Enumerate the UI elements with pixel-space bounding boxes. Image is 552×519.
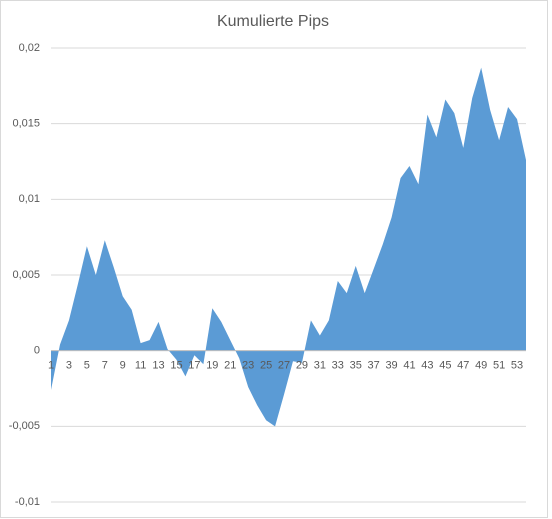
x-tick-label: 9 <box>120 360 126 372</box>
y-tick-label: -0,01 <box>15 496 40 508</box>
x-tick-label: 27 <box>278 360 290 372</box>
x-tick-label: 23 <box>242 360 254 372</box>
x-tick-label: 31 <box>314 360 326 372</box>
x-tick-label: 37 <box>368 360 380 372</box>
x-tick-label: 39 <box>385 360 397 372</box>
x-tick-label: 13 <box>152 360 164 372</box>
x-tick-label: 47 <box>457 360 469 372</box>
x-tick-label: 3 <box>66 360 72 372</box>
x-tick-label: 19 <box>206 360 218 372</box>
x-tick-label: 25 <box>260 360 272 372</box>
x-tick-label: 43 <box>421 360 433 372</box>
x-tick-label: 17 <box>188 360 200 372</box>
area <box>51 67 526 427</box>
x-tick-label: 5 <box>84 360 90 372</box>
y-tick-label: 0 <box>34 345 40 357</box>
x-tick-label: 15 <box>170 360 182 372</box>
y-tick-label: 0,01 <box>19 193 40 205</box>
chart-title: Kumulierte Pips <box>217 13 329 30</box>
x-tick-label: 21 <box>224 360 236 372</box>
y-tick-label: -0,005 <box>9 420 40 432</box>
x-tick-label: 51 <box>493 360 505 372</box>
x-tick-label: 1 <box>48 360 54 372</box>
x-tick-label: 7 <box>102 360 108 372</box>
x-tick-label: 45 <box>439 360 451 372</box>
x-tick-label: 41 <box>403 360 415 372</box>
y-tick-label: 0,02 <box>19 42 40 54</box>
y-tick-label: 0,015 <box>12 118 40 130</box>
x-tick-label: 35 <box>350 360 362 372</box>
y-tick-label: 0,005 <box>12 269 40 281</box>
x-tick-label: 33 <box>332 360 344 372</box>
x-tick-label: 11 <box>135 360 146 372</box>
x-tick-label: 53 <box>511 360 523 372</box>
x-tick-label: 29 <box>296 360 308 372</box>
x-tick-label: 49 <box>475 360 487 372</box>
